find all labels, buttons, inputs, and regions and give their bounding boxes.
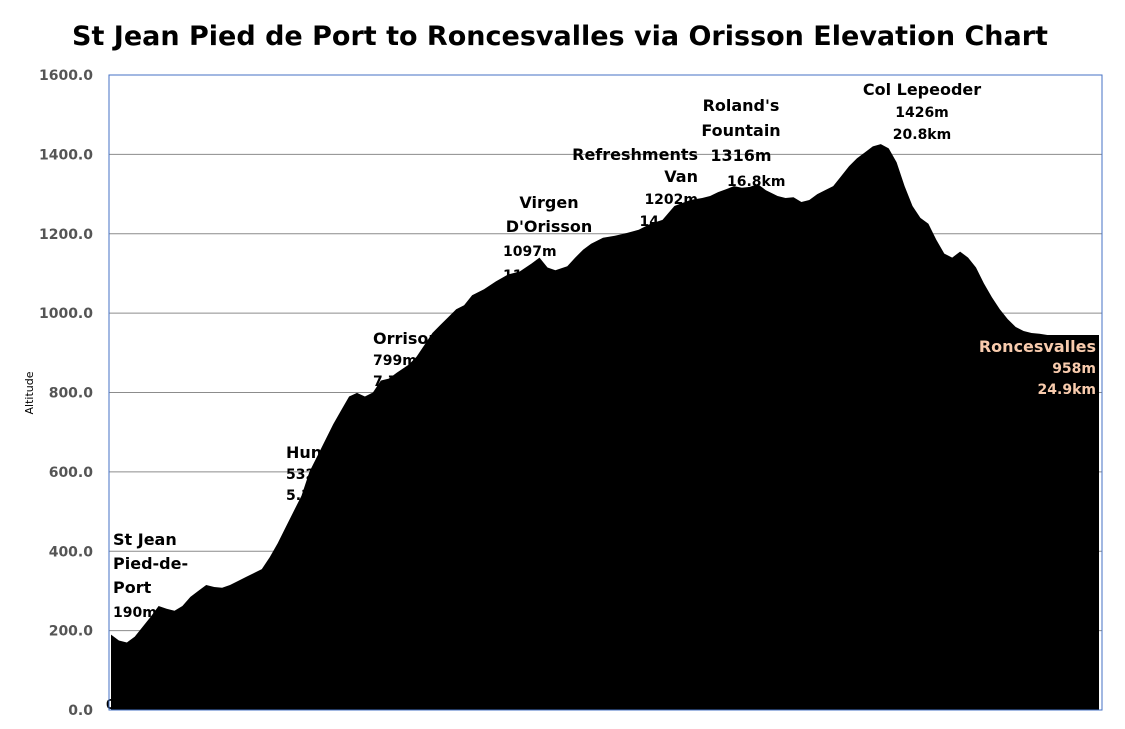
annotation-name: Refreshments <box>572 145 698 164</box>
annotation-name: D'Orisson <box>506 217 593 236</box>
plot-border <box>108 74 1103 711</box>
annotation-name: St Jean <box>113 530 177 549</box>
annotation-label: Col Lepeoder 1426m 20.8km <box>863 80 981 143</box>
annotation-label: Refreshments Van 1202m 14.9km <box>572 145 698 230</box>
y-tick-label: 400.0 <box>49 544 94 560</box>
annotation-name: Van <box>664 167 698 186</box>
annotation-label: Huntto 532m 5.3km <box>286 443 348 504</box>
annotation-value: 1202m <box>644 192 698 208</box>
annotation-label: Roncesvalles 958m 24.9km <box>979 337 1096 398</box>
annotation-name: Port <box>113 578 152 597</box>
annotation-name: Roncesvalles <box>979 337 1096 356</box>
annotation-value: 5.3km <box>286 488 335 504</box>
chart-title: St Jean Pied de Port to Roncesvalles via… <box>72 21 1048 52</box>
annotations: St Jean Pied-de- Port 190m Huntto 532m 5.3km Or… <box>113 80 1096 621</box>
annotation-name: Virgen <box>519 193 578 212</box>
annotation-value: 16.8km <box>727 174 785 190</box>
annotation-value: 799m <box>373 353 417 369</box>
y-tick-label: 800.0 <box>49 386 94 402</box>
elevation-series-area <box>111 144 1099 711</box>
y-tick-labels: 0.0 200.0 400.0 600.0 800.0 1000.0 1200.0 1400.… <box>39 68 93 719</box>
annotation-name: Fountain <box>701 121 780 140</box>
annotation-label: St Jean Pied-de- Port 190m <box>113 530 188 621</box>
y-tick-label: 600.0 <box>49 465 94 481</box>
annotation-value: 1316m <box>710 146 771 165</box>
annotation-value: 532m <box>286 467 330 483</box>
y-tick-label: 0.0 <box>68 703 93 719</box>
annotation-label: Orrison 799m 7.7km <box>373 329 440 390</box>
y-tick-label: 200.0 <box>49 624 94 640</box>
y-tick-label: 1400.0 <box>39 147 93 163</box>
annotation-name: Roland's <box>703 96 780 115</box>
annotation-value: 7.7km <box>373 374 422 390</box>
annotation-value: 14.9km <box>640 214 698 230</box>
annotation-value: 958m <box>1052 361 1096 377</box>
annotation-name: Pied-de- <box>113 554 188 573</box>
annotation-value: 20.8km <box>893 127 951 143</box>
annotation-value: 190m <box>113 605 157 621</box>
annotation-name: Col Lepeoder <box>863 80 981 99</box>
y-axis-label: Altitude <box>23 371 36 414</box>
x-tick-label: 0 <box>106 698 115 713</box>
annotation-value: 1097m <box>503 244 557 260</box>
y-tick-label: 1600.0 <box>39 68 93 84</box>
annotation-name: Orrison <box>373 329 440 348</box>
annotation-value: 1426m <box>895 105 949 121</box>
annotation-value: 11.5km <box>503 268 561 284</box>
annotation-label: Roland's Fountain 1316m 16.8km <box>701 96 785 190</box>
elevation-area: 0 <box>106 144 1099 713</box>
y-tick-label: 1200.0 <box>39 227 93 243</box>
y-tick-label: 1000.0 <box>39 306 93 322</box>
annotation-value: 24.9km <box>1038 382 1096 398</box>
annotation-label: Virgen D'Orisson 1097m 11.5km <box>503 193 592 284</box>
annotation-name: Huntto <box>286 443 348 462</box>
